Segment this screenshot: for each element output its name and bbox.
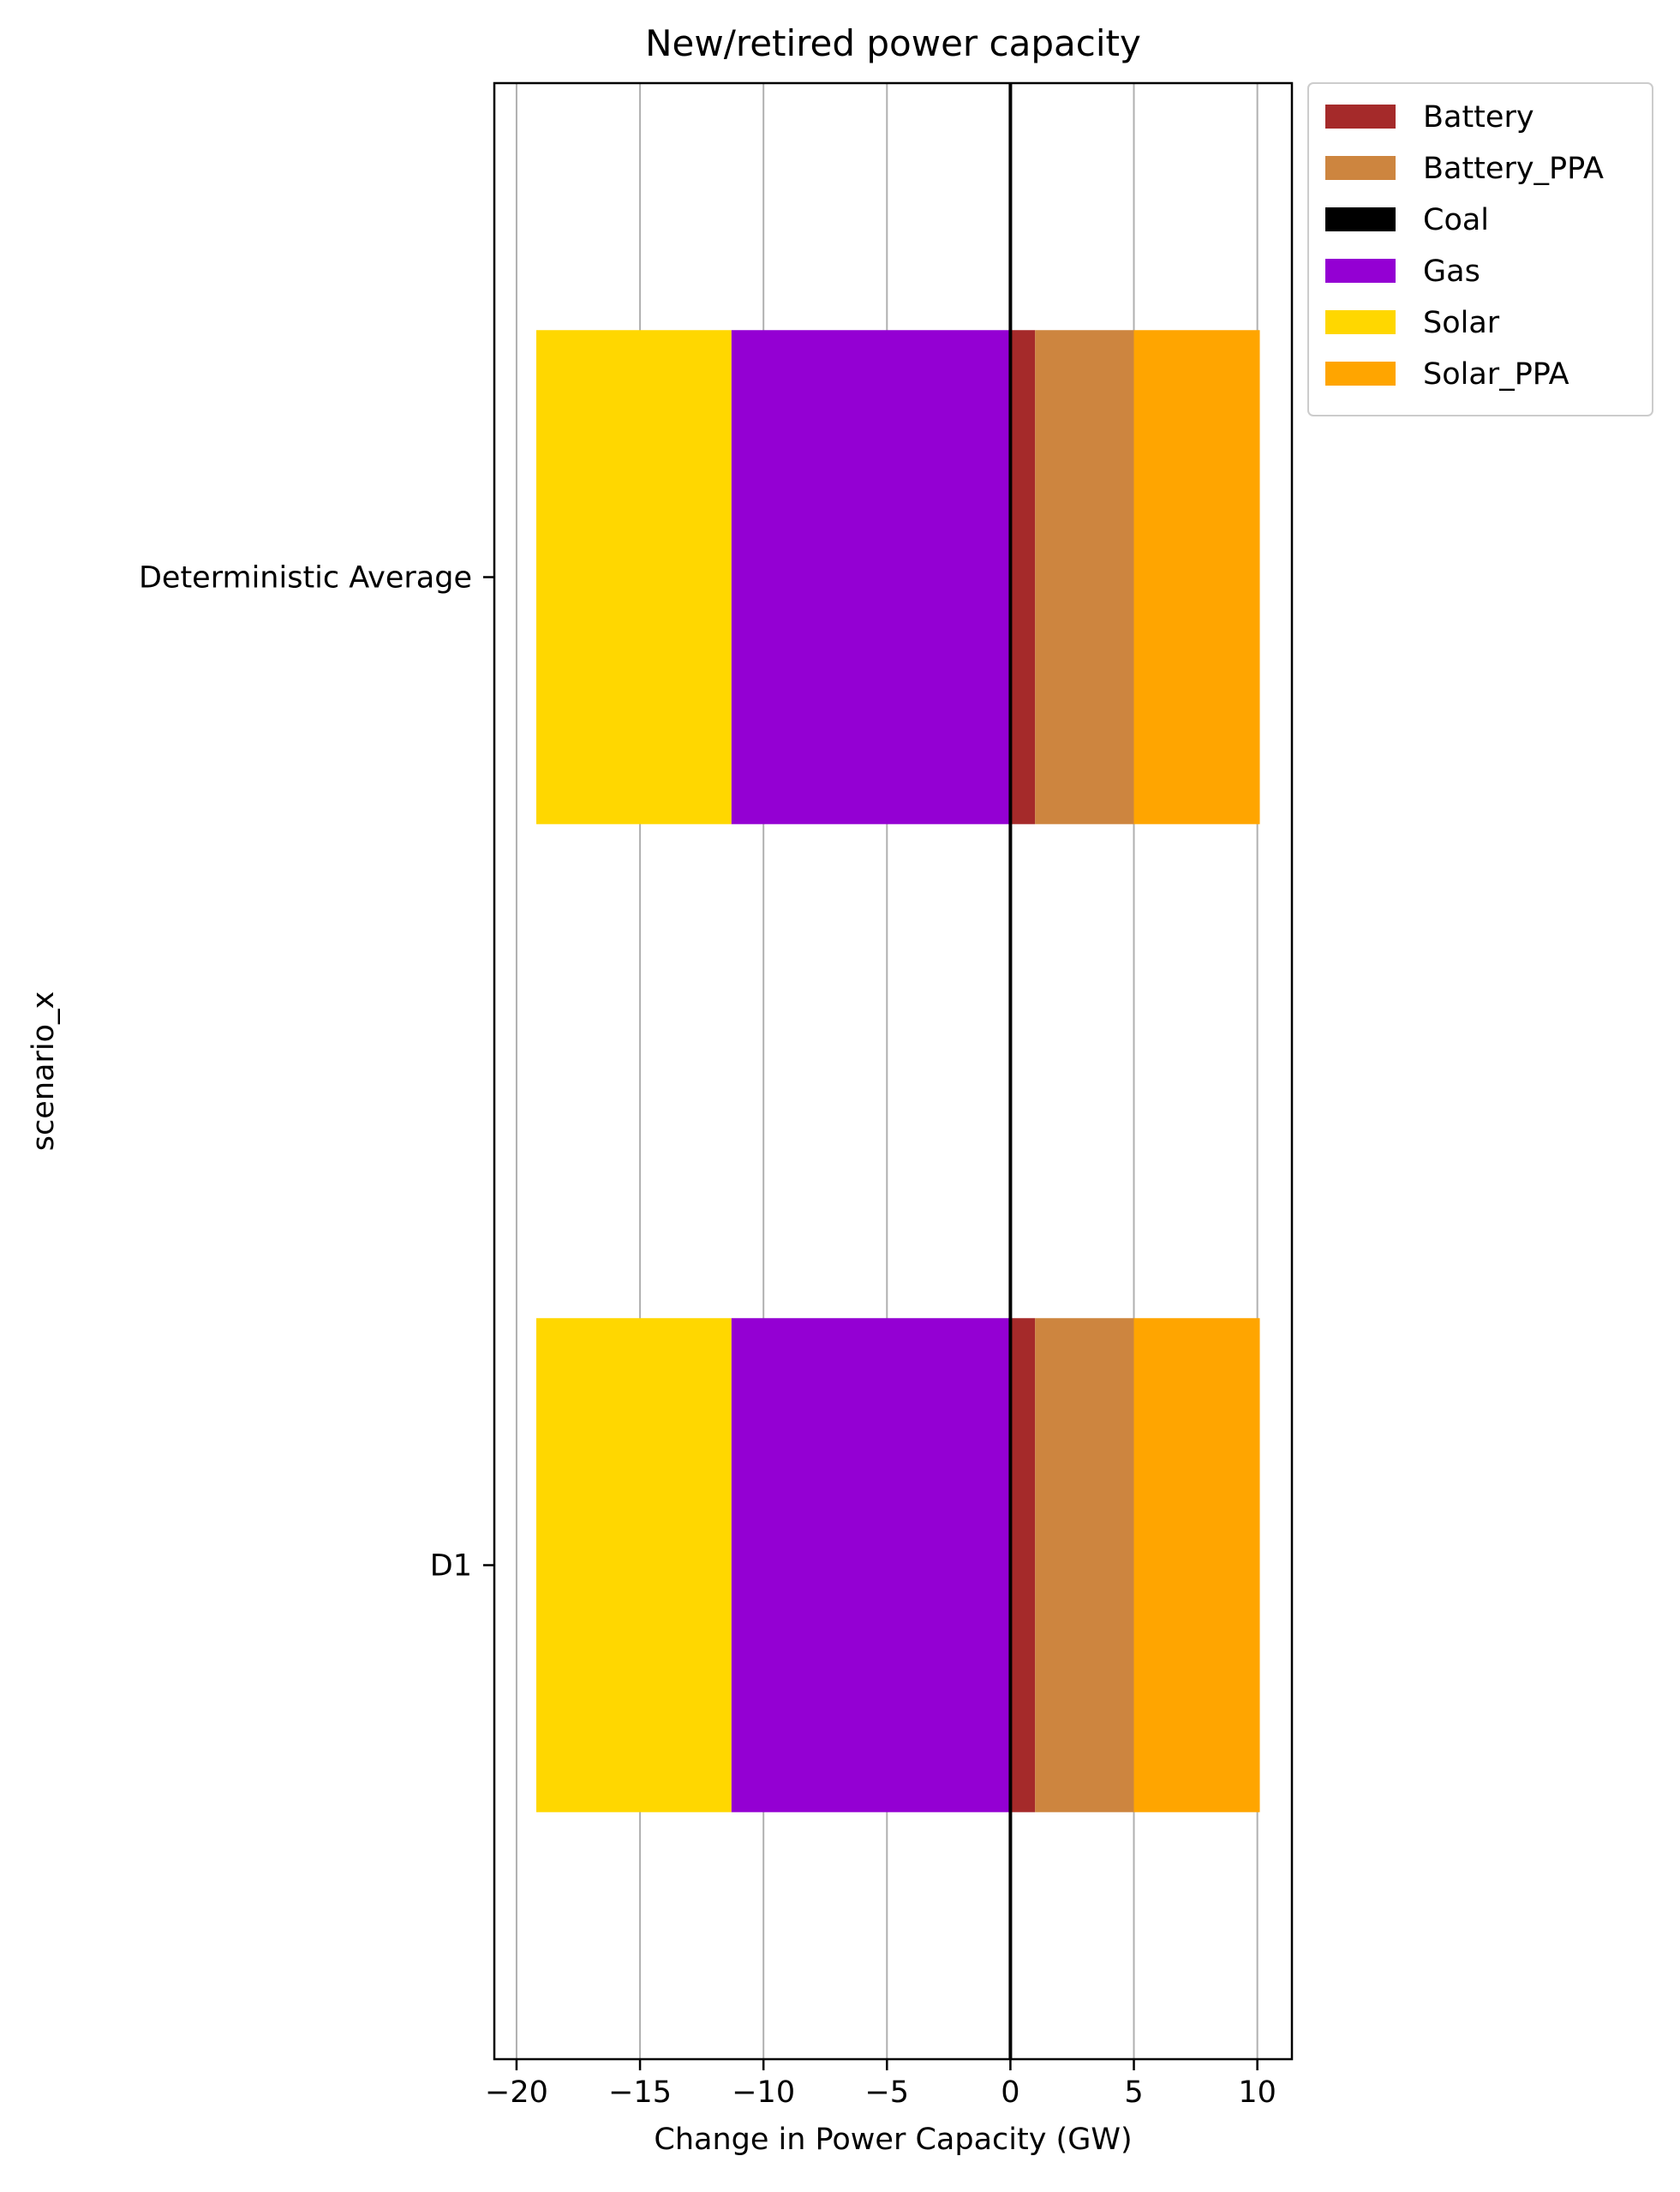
legend-item-solar: Solar	[1325, 306, 1500, 340]
bar-solar-ppa	[1133, 1318, 1260, 1812]
bar-battery-ppa	[1035, 330, 1134, 824]
legend-item-battery: Battery	[1325, 100, 1534, 135]
legend-items: Battery Battery_PPA Coal Gas Solar Solar_PPA	[1325, 100, 1604, 392]
legend-label: Solar_PPA	[1423, 357, 1569, 392]
bar-battery	[1010, 330, 1036, 824]
y-tick-label: D1	[430, 1549, 472, 1584]
bar-gas	[731, 330, 1011, 824]
x-tick-label: −20	[485, 2075, 548, 2110]
legend-item-gas: Gas	[1325, 255, 1480, 289]
bar-battery-ppa	[1035, 1318, 1134, 1812]
legend-label: Battery_PPA	[1423, 152, 1604, 186]
x-tick-label: −10	[732, 2075, 795, 2110]
legend-label: Coal	[1423, 203, 1489, 237]
y-tick-label: Deterministic Average	[139, 561, 472, 596]
x-tick-label: 5	[1124, 2075, 1143, 2110]
chart-title: New/retired power capacity	[645, 22, 1141, 64]
legend-swatch	[1325, 259, 1396, 283]
plot-frame	[493, 81, 1294, 2061]
x-tick-label: −5	[864, 2075, 909, 2110]
legend-label: Solar	[1423, 306, 1500, 340]
legend-swatch	[1325, 310, 1396, 334]
bar-solar-ppa	[1133, 330, 1260, 824]
y-axis-ticks: Deterministic Average D1	[139, 561, 494, 1584]
legend-swatch	[1325, 156, 1396, 180]
legend-item-solar-ppa: Solar_PPA	[1325, 357, 1569, 392]
y-axis-label: scenario_x	[27, 991, 61, 1151]
legend-item-coal: Coal	[1325, 203, 1489, 237]
x-tick-label: −15	[608, 2075, 672, 2110]
legend-swatch	[1325, 105, 1396, 129]
x-axis-label: Change in Power Capacity (GW)	[654, 2123, 1132, 2157]
legend-label: Battery	[1423, 100, 1534, 135]
x-axis-ticks: −20 −15 −10 −5 0 5 10	[485, 2059, 1276, 2110]
bar-battery	[1010, 1318, 1036, 1812]
x-tick-label: 0	[1001, 2075, 1019, 2110]
bars	[536, 330, 1260, 1812]
legend: Battery Battery_PPA Coal Gas Solar Solar_PPA	[1307, 82, 1653, 416]
bar-solar	[536, 330, 732, 824]
legend-item-battery-ppa: Battery_PPA	[1325, 152, 1604, 186]
legend-swatch	[1325, 362, 1396, 386]
legend-swatch	[1325, 207, 1396, 231]
bar-solar	[536, 1318, 732, 1812]
x-tick-label: 10	[1238, 2075, 1276, 2110]
bar-gas	[731, 1318, 1011, 1812]
legend-label: Gas	[1423, 255, 1480, 289]
